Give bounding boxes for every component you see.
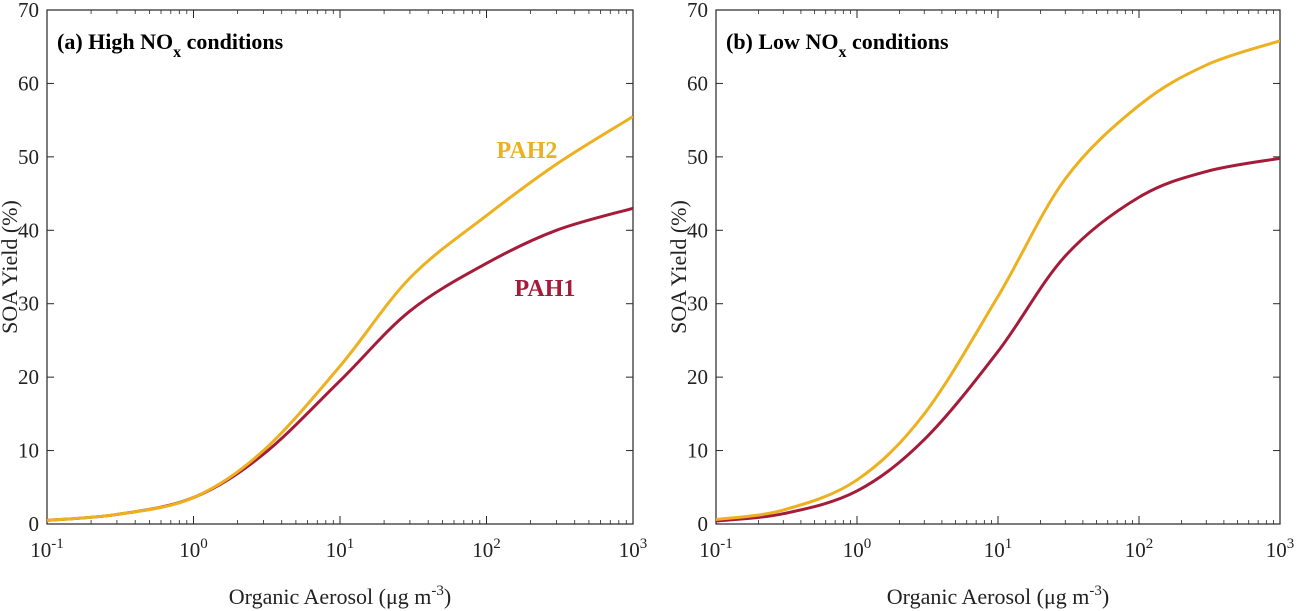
x-tick-label: 100 (843, 536, 872, 562)
x-tick-label: 10-1 (30, 536, 64, 562)
y-tick-label: 60 (18, 71, 39, 95)
y-tick-label: 10 (687, 439, 708, 463)
x-tick-label: 101 (326, 536, 355, 562)
y-tick-label: 20 (687, 365, 708, 389)
series-label-pah1: PAH1 (515, 276, 576, 302)
y-tick-label: 50 (18, 145, 39, 169)
x-tick-label: 101 (984, 536, 1013, 562)
plot-frame (715, 9, 1281, 525)
series-label-pah2: PAH2 (497, 138, 558, 164)
series-line-series-0 (716, 156, 1280, 523)
x-tick-label: 103 (619, 536, 648, 562)
x-axis-label: Organic Aerosol (μg m-3) (887, 583, 1109, 609)
y-tick-label: 60 (687, 71, 708, 95)
y-tick-label: 0 (29, 512, 40, 536)
x-tick-label: 102 (1125, 536, 1154, 562)
series-line-series-1 (716, 39, 1280, 522)
y-tick-label: 70 (687, 0, 708, 22)
x-axis-label: Organic Aerosol (μg m-3) (229, 583, 451, 609)
y-tick-label: 70 (18, 0, 39, 22)
panel-title: (a) High NOx conditions (57, 29, 284, 61)
x-tick-label: 100 (179, 536, 208, 562)
plot-frame (46, 9, 634, 525)
panel-a: 0 10 20 30 40 50 60 70 10-1 100 101 102 103 PAH2 PAH1 (… (0, 0, 647, 609)
y-tick-label: 10 (18, 439, 39, 463)
panel-b: 0 10 20 30 40 50 60 70 10-1 100 101 102 103 (b) Low N… (666, 0, 1294, 609)
y-axis-label: SOA Yield (%) (0, 200, 22, 334)
y-tick-label: 30 (18, 292, 39, 316)
x-tick-label: 10-1 (699, 536, 733, 562)
y-tick-label: 40 (18, 218, 39, 242)
y-tick-label: 30 (687, 292, 708, 316)
y-tick-label: 20 (18, 365, 39, 389)
y-tick-label: 0 (698, 512, 709, 536)
series-line-pah2 (47, 115, 633, 522)
y-tick-label: 40 (687, 218, 708, 242)
x-tick-label: 102 (472, 536, 501, 562)
x-tick-label: 103 (1266, 536, 1295, 562)
panel-title: (b) Low NOx conditions (726, 29, 949, 61)
y-axis-label: SOA Yield (%) (666, 200, 691, 334)
y-tick-label: 50 (687, 145, 708, 169)
